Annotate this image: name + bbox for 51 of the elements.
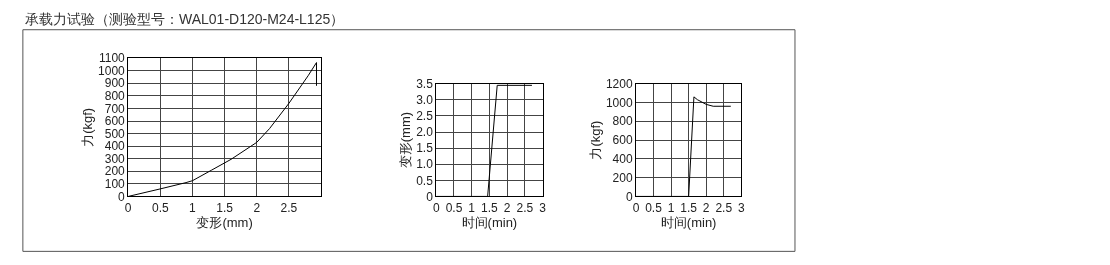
- y-tick-label: 0: [625, 189, 633, 204]
- y-tick-label: 500: [104, 126, 126, 141]
- y-tick-label: 900: [104, 76, 126, 91]
- y-tick-label: 300: [104, 151, 126, 166]
- y-axis-title: 力(kgf): [80, 107, 96, 147]
- y-tick-label: 1.0: [416, 157, 434, 172]
- y-tick-label: 1200: [605, 76, 633, 91]
- y-tick-label: 400: [612, 152, 633, 167]
- y-tick-label: 2.0: [416, 125, 434, 140]
- x-tick-label: 2: [253, 200, 261, 215]
- x-tick-label: 0.5: [445, 200, 463, 215]
- y-tick-label: 3.0: [416, 93, 434, 108]
- y-tick-label: 2.5: [416, 109, 434, 124]
- chart-title: 承载力试验（测验型号：WAL01-D120-M24-L125）: [25, 11, 345, 27]
- y-tick-label: 3.5: [416, 76, 434, 91]
- x-tick-label: 1: [667, 200, 675, 215]
- x-tick-label: 3: [539, 200, 547, 215]
- x-tick-label: 2.5: [715, 200, 733, 215]
- x-tick-label: 1.5: [216, 200, 234, 215]
- x-axis-title: 时间(min): [461, 214, 518, 230]
- y-tick-label: 700: [104, 101, 126, 116]
- x-tick-label: 1: [189, 200, 197, 215]
- y-tick-label: 0: [426, 189, 434, 204]
- x-tick-label: 2: [702, 200, 710, 215]
- y-tick-label: 0: [118, 189, 126, 204]
- y-tick-label: 200: [612, 170, 633, 185]
- y-tick-label: 400: [104, 139, 126, 154]
- y-tick-label: 600: [612, 133, 633, 148]
- x-tick-label: 1.5: [680, 200, 698, 215]
- y-tick-label: 100: [104, 177, 126, 192]
- x-tick-label: 2.5: [280, 200, 298, 215]
- x-tick-label: 1.5: [481, 200, 499, 215]
- y-tick-label: 1.5: [416, 141, 434, 156]
- x-tick-label: 0.5: [151, 200, 169, 215]
- y-tick-label: 1000: [605, 95, 633, 110]
- y-tick-label: 800: [612, 114, 633, 129]
- y-tick-label: 0.5: [416, 173, 434, 188]
- y-tick-label: 600: [104, 114, 126, 129]
- x-tick-label: 2: [503, 200, 511, 215]
- x-tick-label: 2.5: [516, 200, 534, 215]
- x-tick-label: 1: [468, 200, 476, 215]
- x-tick-label: 0.5: [645, 200, 663, 215]
- y-tick-label: 800: [104, 89, 126, 104]
- y-axis-title: 变形(mm): [398, 111, 414, 169]
- y-tick-label: 1000: [98, 63, 126, 78]
- x-tick-label: 3: [737, 200, 745, 215]
- x-axis-title: 变形(mm): [196, 214, 253, 230]
- y-axis-title: 力(kgf): [587, 120, 603, 160]
- x-axis-title: 时间(min): [660, 214, 717, 230]
- y-tick-label: 1100: [98, 51, 126, 66]
- y-tick-label: 200: [104, 164, 126, 179]
